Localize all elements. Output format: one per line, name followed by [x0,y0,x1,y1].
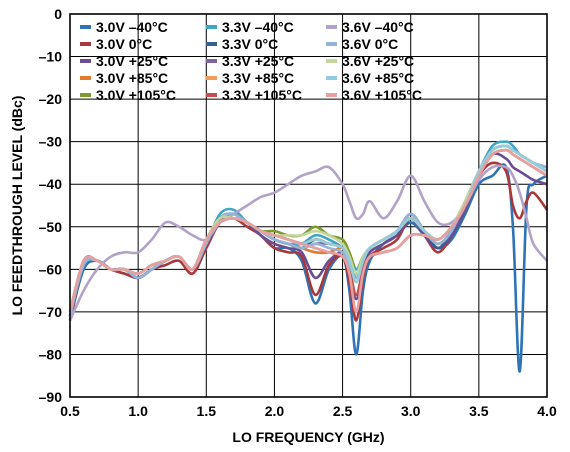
legend: 3.0V –40°C3.0V 0°C3.0V +25°C3.0V +85°C3.… [80,19,422,103]
y-tick-label: –50 [39,219,63,235]
legend-label-3-0v-105-c: 3.0V +105°C [96,87,176,103]
legend-label-3-6v-40-c: 3.6V –40°C [342,19,414,35]
legend-label-3-0v-40-c: 3.0V –40°C [96,19,168,35]
x-tick-label: 2.5 [333,403,353,419]
legend-label-3-3v-0-c: 3.3V 0°C [222,36,278,52]
legend-label-3-6v-85-c: 3.6V +85°C [342,70,414,86]
y-tick-label: –30 [39,134,63,150]
y-tick-label: –90 [39,389,63,405]
y-axis-label: LO FEEDTHROUGH LEVEL (dBc) [9,96,25,316]
x-tick-label: 3.0 [401,403,421,419]
x-tick-label: 2.0 [265,403,285,419]
y-tick-label: –40 [39,176,63,192]
series-line-3-6v-40-c [68,164,549,321]
legend-label-3-3v-25-c: 3.3V +25°C [222,53,294,69]
y-tick-label: 0 [54,6,62,22]
legend-label-3-0v-85-c: 3.0V +85°C [96,70,168,86]
legend-label-3-3v-40-c: 3.3V –40°C [222,19,294,35]
x-tick-label: 1.5 [197,403,217,419]
x-tick-label: 0.5 [60,403,80,419]
legend-label-3-0v-25-c: 3.0V +25°C [96,53,168,69]
y-tick-label: –80 [39,346,63,362]
legend-label-3-6v-105-c: 3.6V +105°C [342,87,422,103]
y-tick-labels: 0 –10 –20 –30 –40 –50 –60 –70 –80 –90 [39,6,63,405]
series-line-3-0v-0-c [68,161,549,322]
y-tick-label: –60 [39,261,63,277]
legend-label-3-3v-105-c: 3.3V +105°C [222,87,302,103]
series-lines [68,140,549,373]
legend-label-3-6v-25-c: 3.6V +25°C [342,53,414,69]
x-tick-label: 3.5 [469,403,489,419]
y-tick-label: –70 [39,304,63,320]
legend-label-3-0v-0-c: 3.0V 0°C [96,36,152,52]
x-axis-label: LO FREQUENCY (GHz) [232,429,384,445]
series-line-3-6v-105-c [68,148,548,314]
plot-frame [69,13,548,398]
x-tick-label: 1.0 [128,403,148,419]
legend-label-3-3v-85-c: 3.3V +85°C [222,70,294,86]
legend-label-3-6v-0-c: 3.6V 0°C [342,36,398,52]
y-tick-label: –10 [39,49,63,65]
x-tick-labels: 0.5 1.0 1.5 2.0 2.5 3.0 3.5 4.0 [60,403,557,419]
y-tick-label: –20 [39,91,63,107]
x-tick-label: 4.0 [537,403,557,419]
